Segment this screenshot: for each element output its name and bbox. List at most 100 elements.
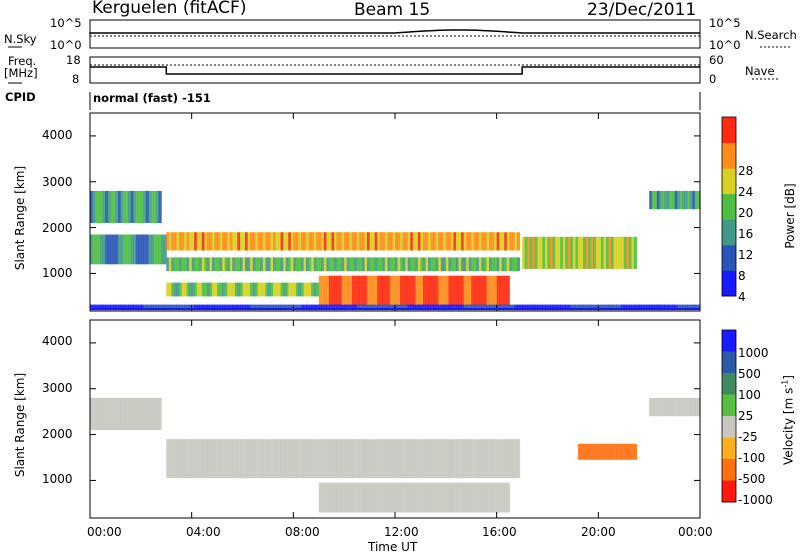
power-cell <box>334 304 338 311</box>
power-cell <box>311 304 315 311</box>
power-cell <box>395 257 399 272</box>
power-cell <box>585 304 589 311</box>
power-cell <box>341 232 345 251</box>
power-cell <box>334 232 338 251</box>
velocity-cell <box>395 439 399 479</box>
velocity-cell <box>440 439 444 479</box>
power-cell <box>168 304 172 311</box>
power-cell <box>410 304 414 311</box>
power-colorbar-segment <box>722 168 736 195</box>
power-cell <box>293 304 297 311</box>
power-cell <box>196 232 200 251</box>
velocity-cell <box>313 439 317 479</box>
power-cell <box>471 304 475 311</box>
power-colorbar-segment <box>722 270 736 297</box>
nsky-label: N.Sky <box>4 32 37 46</box>
power-cell <box>349 275 353 306</box>
power-cell <box>478 232 482 251</box>
power-cell <box>143 190 147 223</box>
power-cell <box>290 282 294 297</box>
power-cell <box>100 234 104 265</box>
velocity-cell <box>486 482 490 513</box>
power-cell <box>128 304 132 311</box>
power-cell <box>156 234 160 265</box>
power-cell <box>397 232 401 251</box>
power-cell <box>382 304 386 311</box>
power-cell <box>496 232 500 251</box>
velocity-cell <box>387 482 391 513</box>
power-cell <box>387 275 391 306</box>
power-cell <box>402 232 406 251</box>
velocity-colorbar-segment <box>722 480 736 503</box>
velocity-cell <box>379 482 383 513</box>
power-cell <box>562 236 566 269</box>
power-cell <box>588 304 592 311</box>
power-colorbar-segment <box>722 142 736 169</box>
power-cell <box>545 236 549 269</box>
nsky-tick-low: 10^0 <box>50 38 82 52</box>
velocity-cell <box>158 397 162 430</box>
power-cell <box>151 234 155 265</box>
velocity-cell <box>415 439 419 479</box>
power-cell <box>316 257 320 272</box>
power-cell <box>313 304 317 311</box>
power-ylabel: Slant Range [km] <box>13 165 27 271</box>
power-cell <box>382 275 386 306</box>
velocity-cell <box>395 482 399 513</box>
velocity-ytick-3000: 3000 <box>42 381 73 395</box>
power-cell <box>102 304 106 311</box>
power-cell <box>395 275 399 306</box>
velocity-cell <box>323 482 327 513</box>
power-cell <box>341 257 345 272</box>
power-cell <box>407 304 411 311</box>
power-cell <box>364 304 368 311</box>
power-cell <box>196 282 200 297</box>
power-cell <box>191 232 195 251</box>
power-cell <box>504 232 508 251</box>
velocity-cbar-tick-100: 100 <box>738 388 761 402</box>
power-cell <box>466 304 470 311</box>
power-cell <box>468 257 472 272</box>
power-cell <box>433 232 437 251</box>
velocity-cell <box>168 439 172 479</box>
power-cell <box>331 304 335 311</box>
velocity-cell <box>334 439 338 479</box>
power-cell <box>240 304 244 311</box>
power-cell <box>440 232 444 251</box>
velocity-cell <box>173 439 177 479</box>
velocity-cell <box>252 439 256 479</box>
velocity-cell <box>405 439 409 479</box>
power-cell <box>631 304 635 311</box>
power-cell <box>245 232 249 251</box>
power-cell <box>557 236 561 269</box>
power-cell <box>415 257 419 272</box>
power-cell <box>405 275 409 306</box>
velocity-cell <box>435 482 439 513</box>
velocity-cell <box>438 439 442 479</box>
power-cell <box>148 304 152 311</box>
power-cell <box>501 257 505 272</box>
velocity-cell <box>224 439 228 479</box>
power-cell <box>514 304 518 311</box>
velocity-cell <box>318 482 322 513</box>
velocity-cell <box>234 439 238 479</box>
velocity-cell <box>351 482 355 513</box>
power-cell <box>293 257 297 272</box>
velocity-cell <box>463 439 467 479</box>
power-cell <box>362 275 366 306</box>
velocity-cell <box>402 482 406 513</box>
power-cell <box>428 275 432 306</box>
power-cell <box>224 282 228 297</box>
power-cell <box>369 275 373 306</box>
power-cell <box>151 190 155 223</box>
power-cell <box>97 190 101 223</box>
power-cell <box>346 275 350 306</box>
power-cell <box>290 257 294 272</box>
velocity-cell <box>339 482 343 513</box>
velocity-cell <box>196 439 200 479</box>
power-cell <box>453 232 457 251</box>
power-cell <box>440 275 444 306</box>
power-cell <box>181 304 185 311</box>
velocity-cell <box>212 439 216 479</box>
power-cell <box>212 282 216 297</box>
